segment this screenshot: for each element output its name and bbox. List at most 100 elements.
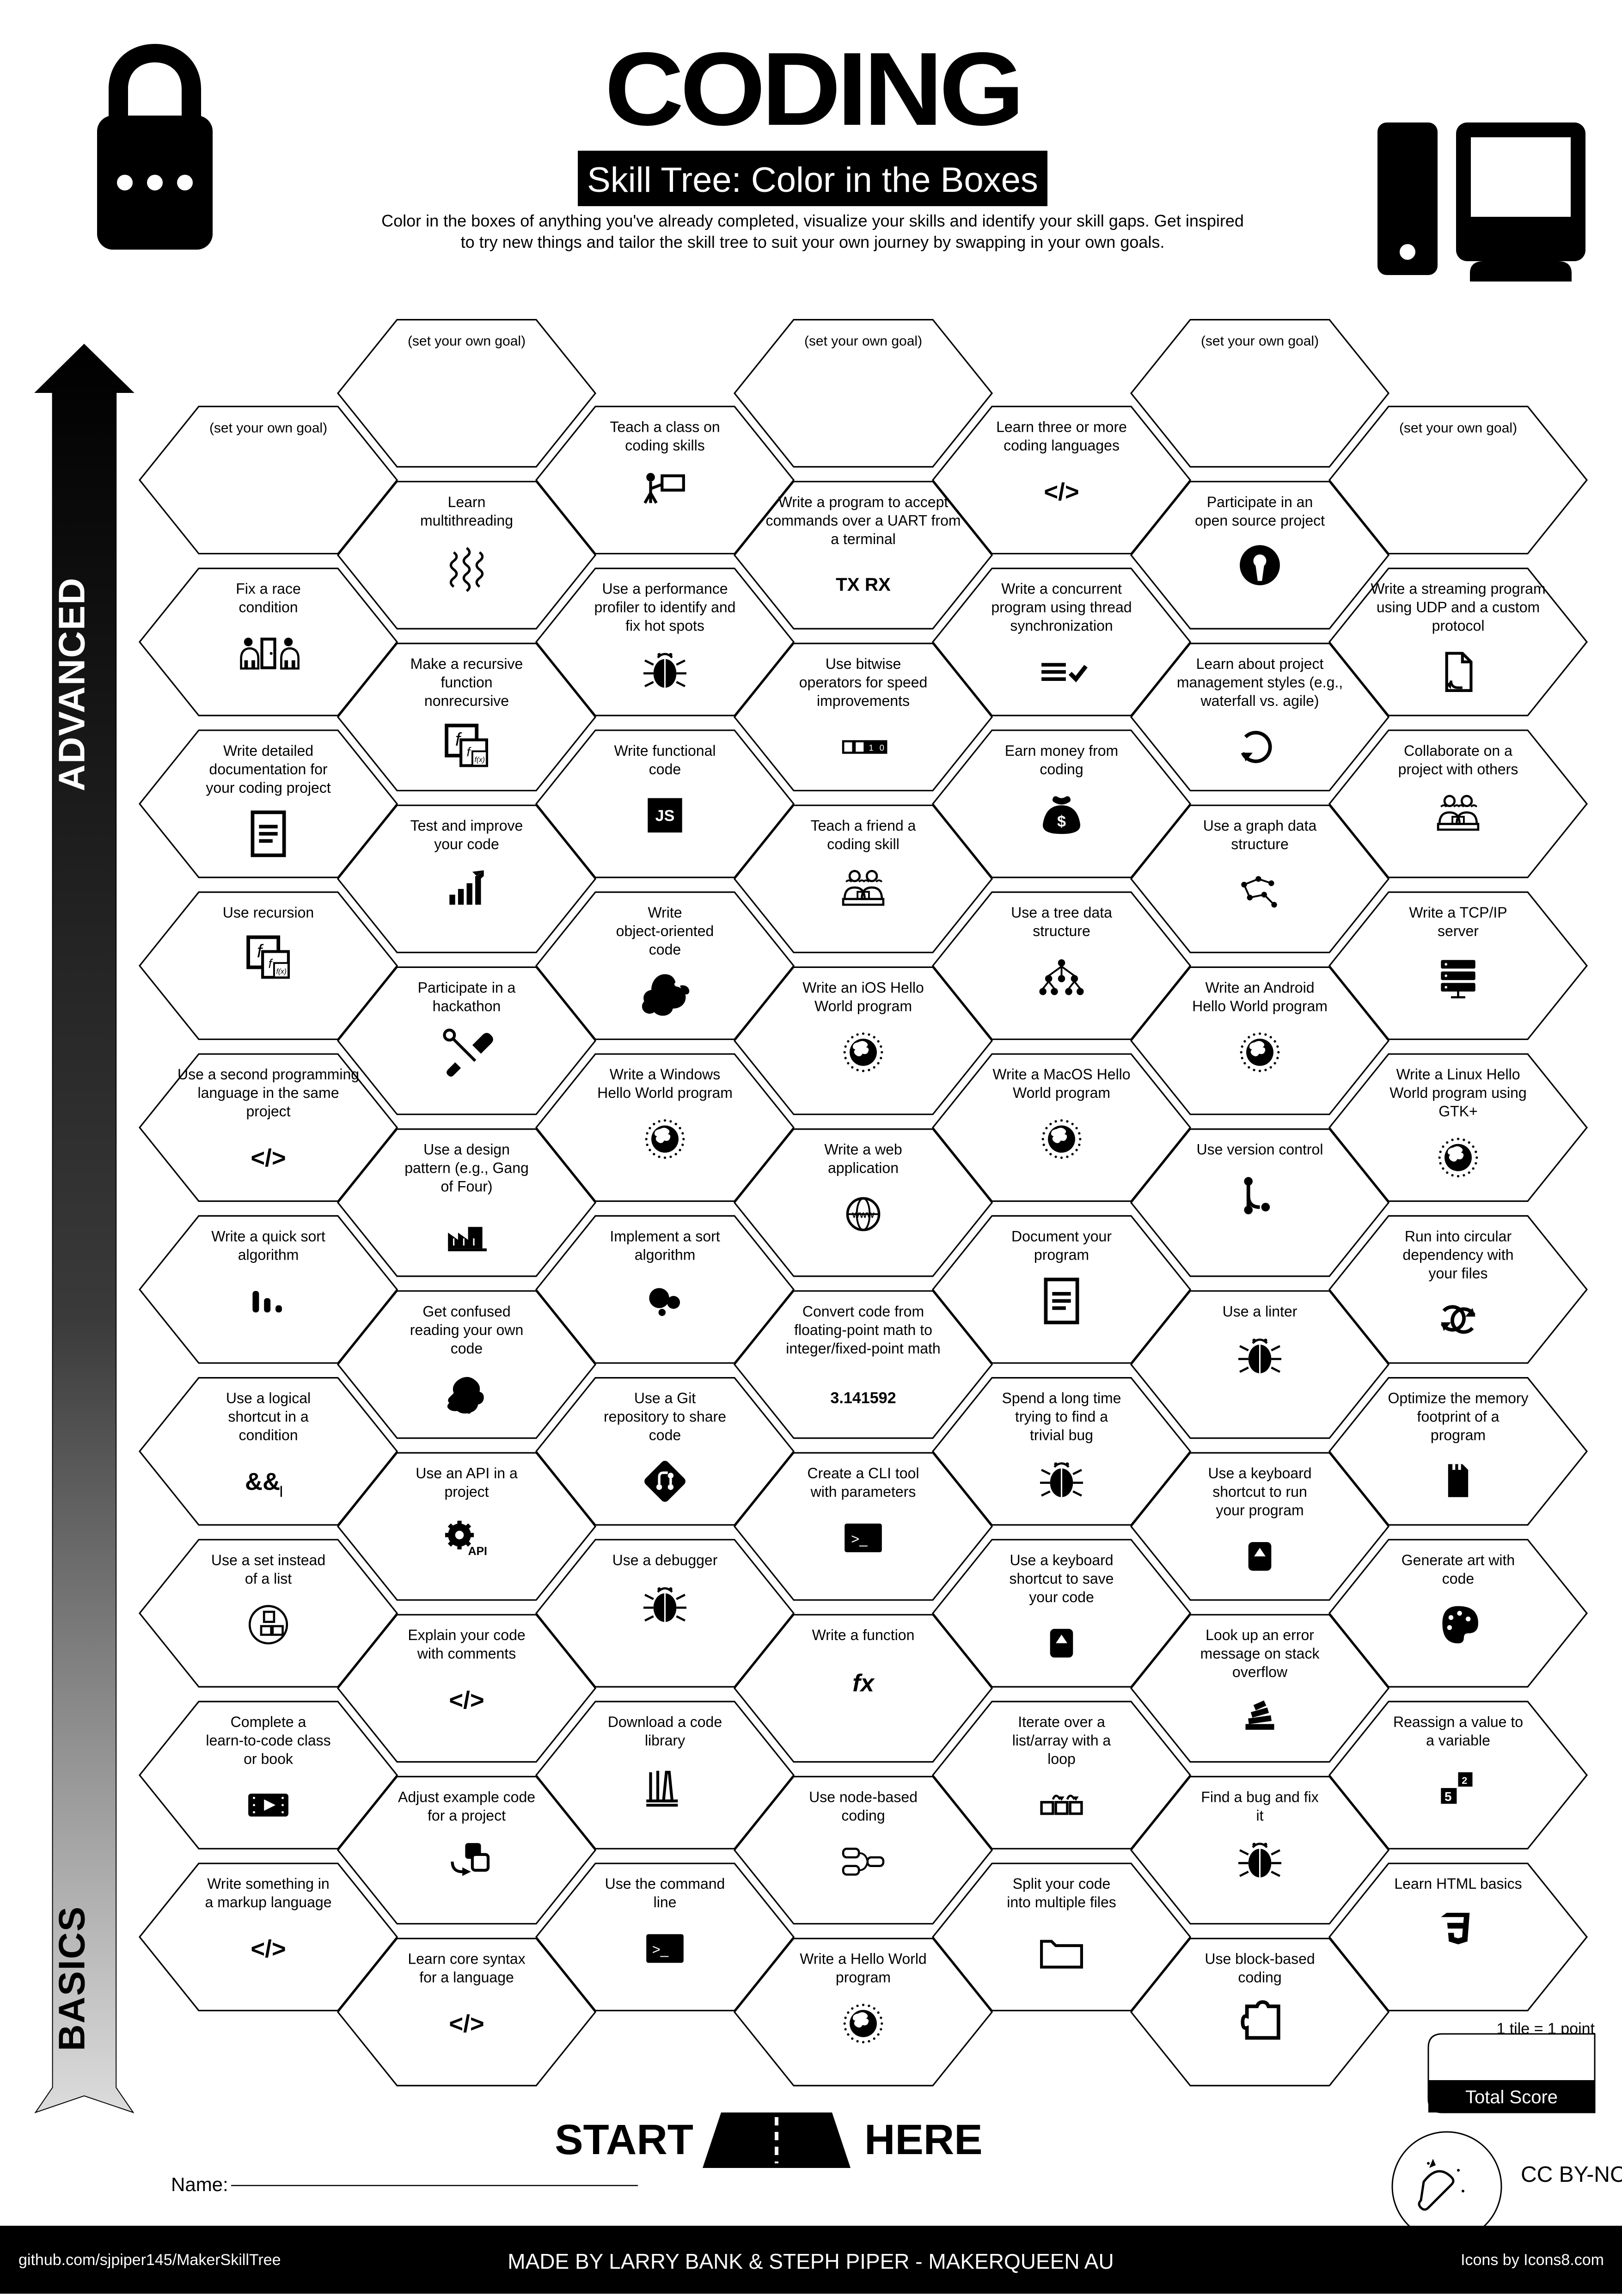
svg-text:shortcut to run: shortcut to run [1212,1483,1307,1500]
svg-text:&&: && [245,1468,280,1495]
svg-text:improvements: improvements [817,692,910,709]
svg-text:Write a concurrent: Write a concurrent [1001,581,1122,597]
svg-text:Use a Git: Use a Git [634,1390,696,1407]
svg-text:Write a web: Write a web [824,1141,902,1158]
svg-text:Fix a race: Fix a race [236,581,300,597]
svg-text:project: project [444,1483,489,1500]
svg-text:algorithm: algorithm [238,1246,299,1263]
svg-text:using UDP and a custom: using UDP and a custom [1377,599,1540,616]
svg-text:Iterate over a: Iterate over a [1018,1714,1105,1730]
svg-text:reading your own: reading your own [410,1322,523,1338]
svg-text:Use recursion: Use recursion [223,904,314,921]
svg-text:(set your own goal): (set your own goal) [408,334,526,349]
svg-text:code: code [649,761,681,778]
svg-text:it: it [1256,1807,1264,1824]
svg-text:your code: your code [1029,1589,1094,1605]
svg-text:CC BY-NC-SA 4.0: CC BY-NC-SA 4.0 [1521,2162,1622,2187]
svg-text:Use a logical: Use a logical [226,1390,311,1407]
svg-text:Implement a sort: Implement a sort [610,1228,720,1244]
svg-text:|: | [280,1485,283,1497]
svg-text:or book: or book [244,1751,294,1767]
svg-text:Use a keyboard: Use a keyboard [1010,1552,1113,1568]
svg-text:line: line [654,1894,677,1910]
svg-text:0: 0 [880,743,884,753]
svg-text:Use the command: Use the command [605,1875,725,1892]
svg-text:Use a second programming: Use a second programming [178,1066,359,1083]
svg-text:Document your: Document your [1011,1228,1112,1244]
svg-text:waterfall vs. agile): waterfall vs. agile) [1200,692,1319,709]
svg-text:program: program [1431,1427,1486,1444]
svg-text:coding: coding [1040,761,1083,778]
svg-text:project with others: project with others [1398,761,1518,778]
svg-text:Write detailed: Write detailed [223,742,313,759]
svg-text:Write a Linux Hello: Write a Linux Hello [1396,1066,1520,1083]
svg-text:multithreading: multithreading [420,512,513,529]
svg-text:CODING: CODING [605,31,1021,147]
svg-text:structure: structure [1231,836,1288,852]
svg-text:</>: </> [449,2010,484,2038]
svg-text:WWW: WWW [852,1211,875,1219]
svg-text:profiler to identify and: profiler to identify and [594,599,736,616]
svg-text:</>: </> [449,1687,484,1714]
svg-text:Write: Write [648,904,682,921]
svg-text:Write a MacOS Hello: Write a MacOS Hello [992,1066,1130,1083]
svg-text:$: $ [1057,813,1066,831]
svg-text:TX RX: TX RX [836,574,891,595]
svg-text:floating-point math to: floating-point math to [794,1322,932,1338]
svg-text:condition: condition [239,599,298,616]
svg-text:library: library [645,1732,685,1749]
svg-text:operators for speed: operators for speed [799,674,928,691]
svg-text:f(x): f(x) [276,968,287,976]
svg-text:project: project [246,1103,290,1120]
svg-text:a markup language: a markup language [205,1894,332,1910]
svg-text:Get confused: Get confused [422,1303,510,1320]
svg-text:server: server [1438,923,1479,939]
svg-text:Use a set instead: Use a set instead [211,1552,325,1568]
svg-text:Make a recursive: Make a recursive [410,655,523,672]
svg-text:code: code [451,1340,483,1357]
svg-text:coding skill: coding skill [827,836,900,852]
svg-text:Use a tree data: Use a tree data [1011,904,1112,921]
svg-text:to try new things and tailor t: to try new things and tailor the skill t… [461,233,1165,251]
svg-text:5: 5 [1444,1789,1452,1804]
svg-text:of a list: of a list [245,1570,292,1587]
svg-text:loop: loop [1047,1751,1076,1767]
svg-text:object-oriented: object-oriented [616,923,714,939]
svg-text:your code: your code [434,836,499,852]
svg-text:shortcut to save: shortcut to save [1010,1570,1114,1587]
svg-text:Reassign a value to: Reassign a value to [1393,1714,1523,1730]
svg-text:program: program [1034,1246,1089,1263]
svg-text:Hello World program: Hello World program [597,1084,733,1101]
svg-text:Use node-based: Use node-based [809,1788,918,1805]
svg-text:program: program [836,1969,891,1986]
svg-text:a terminal: a terminal [831,531,896,547]
svg-text:Download a code: Download a code [608,1714,722,1730]
svg-text:program using thread: program using thread [991,599,1132,616]
svg-text:Write a Windows: Write a Windows [610,1066,720,1083]
svg-text:Teach a class on: Teach a class on [610,418,720,435]
svg-text:Name:: Name: [171,2174,228,2195]
svg-text:World program using: World program using [1389,1084,1526,1101]
svg-text:2: 2 [1462,1775,1467,1786]
svg-text:coding: coding [841,1807,885,1824]
svg-text:nonrecursive: nonrecursive [424,692,509,709]
svg-text:Use an API in a: Use an API in a [416,1465,518,1482]
svg-text:protocol: protocol [1432,618,1485,634]
svg-text:Adjust example code: Adjust example code [398,1788,535,1805]
svg-text:coding skills: coding skills [625,437,705,453]
svg-text:Use a debugger: Use a debugger [612,1552,718,1568]
svg-text:structure: structure [1033,923,1090,939]
svg-text:Learn: Learn [448,494,486,510]
svg-text:management styles (e.g.,: management styles (e.g., [1177,674,1343,691]
svg-text:Use a performance: Use a performance [602,581,728,597]
svg-text:repository to share: repository to share [604,1408,726,1425]
svg-text:with comments: with comments [417,1645,516,1662]
svg-text:for a language: for a language [419,1969,514,1986]
svg-text:your files: your files [1428,1265,1487,1281]
svg-text:Use a linter: Use a linter [1223,1303,1298,1320]
svg-text:ADVANCED: ADVANCED [51,577,92,791]
svg-text:learn-to-code class: learn-to-code class [206,1732,331,1749]
svg-text:commands over a UART from: commands over a UART from [765,512,961,529]
svg-text:Participate in an: Participate in an [1207,494,1313,510]
svg-text:hackathon: hackathon [433,998,501,1014]
